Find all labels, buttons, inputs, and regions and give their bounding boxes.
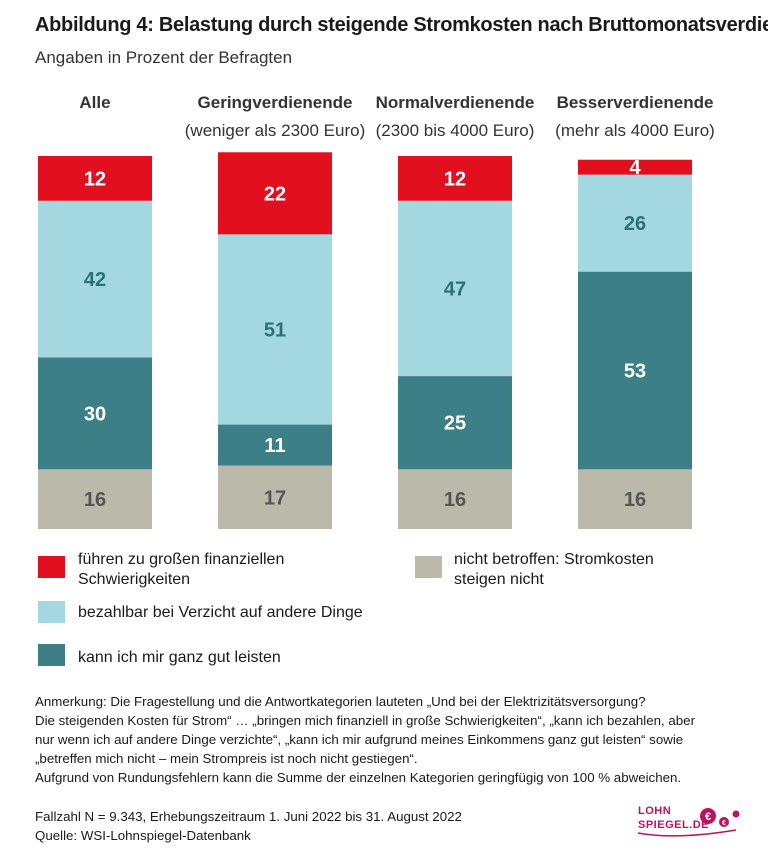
category-label-1: Geringverdienende [198,93,353,112]
bar-segment [578,271,692,470]
note-line: Aufgrund von Rundungsfehlern kann die Su… [35,770,682,785]
bar-value-label: 16 [624,489,646,511]
bar-value-label: 53 [624,360,646,382]
chart-title: Abbildung 4: Belastung durch steigende S… [35,14,768,36]
legend-label-teal: kann ich mir ganz gut leisten [78,649,281,666]
note-block: Anmerkung: Die Fragestellung und die Ant… [35,692,735,787]
category-subtitle-2: (2300 bis 4000 Euro) [376,121,535,140]
chart-subtitle: Angaben in Prozent der Befragten [35,48,293,67]
legend-swatch-teal [38,644,65,666]
note-line: Anmerkung: Die Fragestellung und die Ant… [35,694,646,709]
bar-segment [218,152,332,235]
legend-swatch-lightblue [38,601,65,623]
bar-value-label: 30 [84,403,106,425]
bar-segment [218,465,332,529]
bar-value-label: 12 [84,168,106,190]
bar-segment [218,234,332,425]
bar-segment [398,200,512,377]
lohnspiegel-logo: LOHN SPIEGEL.DE € € [637,805,740,837]
bar-value-label: 17 [264,487,286,509]
note-line: nur wenn ich auf andere Dinge verzichte“… [35,732,684,747]
svg-text:€: € [705,811,711,823]
bar-value-label: 16 [84,489,106,511]
bar-segment [218,424,332,466]
logo-coin-medium [719,817,729,827]
logo-text-line1: LOHN [638,805,671,817]
bar-value-label: 22 [264,183,286,205]
legend-label-red: führen zu großen finanziellen Schwierigk… [78,551,285,588]
bar-value-label: 47 [444,278,466,300]
bar-value-label: 12 [444,168,466,190]
note-line: Die steigenden Kosten für Strom“ … „brin… [35,713,696,728]
footer: Fallzahl N = 9.343, Erhebungszeitraum 1.… [35,807,462,845]
category-subtitle-3: (mehr als 4000 Euro) [555,121,715,140]
bar-segment [38,469,152,529]
bar-value-label: 4 [629,157,641,179]
logo-swoosh [637,829,737,837]
legend-label-grey: nicht betroffen: Stromkosten steigen nic… [454,551,654,588]
bar-segment [578,159,692,175]
note-line: „betreffen mich nicht – mein Strompreis … [35,751,418,766]
category-label-0: Alle [79,93,110,112]
bar-value-label: 51 [264,319,286,341]
bar-segment [578,174,692,272]
bar-value-label: 16 [444,489,466,511]
bar-segment [38,200,152,358]
legend-swatch-grey [415,556,442,578]
legend-swatch-red [38,556,65,578]
bar-segment [398,156,512,201]
svg-text:€: € [722,820,726,827]
stacked-bar-chart: Alle 16 30 42 12 Geringverdienende (weniger al… [38,93,715,529]
logo-text-line2: SPIEGEL.DE [638,819,709,831]
logo-coin-large [700,808,716,824]
bar-value-label: 25 [444,413,466,435]
bar-segment [398,376,512,470]
legend-label-lightblue: bezahlbar bei Verzicht auf andere Dinge [78,604,363,621]
bar-segment [398,469,512,529]
footer-fallzahl: Fallzahl N = 9.343, Erhebungszeitraum 1.… [35,809,462,824]
bar-value-label: 26 [624,213,646,235]
bar-segment [578,469,692,529]
bar-segment [38,357,152,470]
logo-coin-small [732,810,740,818]
footer-quelle: Quelle: WSI-Lohnspiegel-Datenbank [35,828,251,843]
bar-value-label: 11 [264,435,285,457]
category-label-2: Normalverdienende [376,93,535,112]
category-subtitle-1: (weniger als 2300 Euro) [185,121,365,140]
bar-value-label: 42 [84,269,106,291]
bar-segment [38,156,152,201]
category-label-3: Besserverdienende [557,93,714,112]
